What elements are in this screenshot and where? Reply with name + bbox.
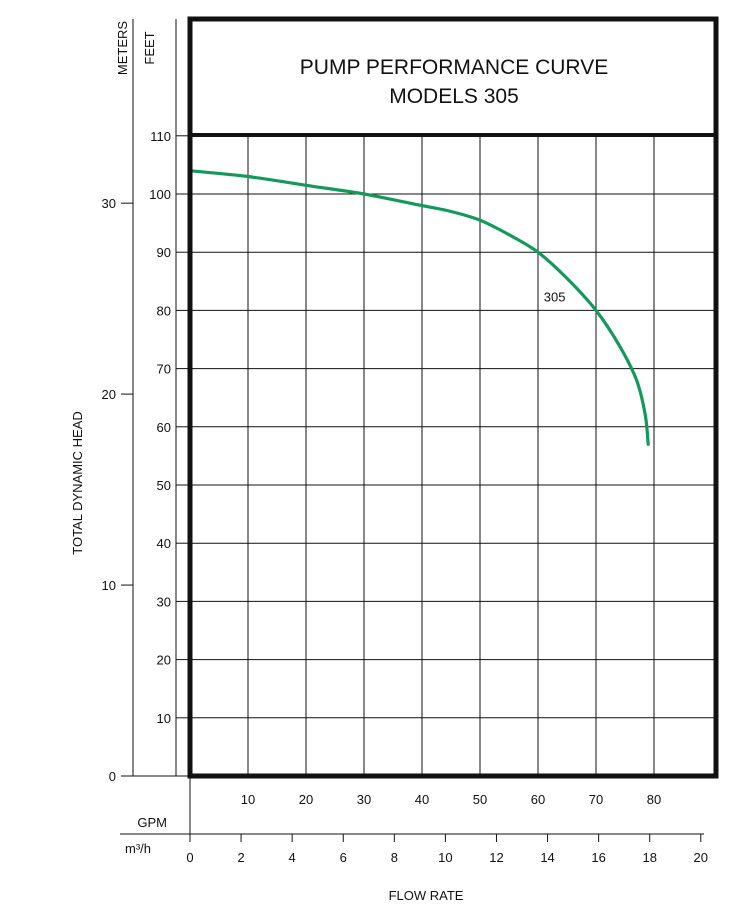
- m3h-tick-label-12: 12: [489, 850, 503, 865]
- series-layer: 305: [188, 169, 650, 446]
- feet-tick-label-90: 90: [157, 245, 171, 260]
- gpm-tick-label-20: 20: [299, 792, 313, 807]
- meters-tick-label-30: 30: [102, 196, 116, 211]
- axes: [120, 19, 704, 842]
- gpm-tick-label-60: 60: [531, 792, 545, 807]
- gpm-tick-label-40: 40: [415, 792, 429, 807]
- m3h-tick-label-10: 10: [438, 850, 452, 865]
- x-unit-gpm: GPM: [137, 815, 167, 830]
- feet-tick-label-10: 10: [157, 711, 171, 726]
- x-unit-m3h: m³/h: [125, 841, 151, 856]
- x-axis-label: FLOW RATE: [389, 888, 464, 903]
- series-label-305: 305: [544, 290, 566, 305]
- feet-tick-label-30: 30: [157, 594, 171, 609]
- m3h-tick-label-2: 2: [237, 850, 244, 865]
- meters-tick-label-10: 10: [102, 578, 116, 593]
- m3h-tick-label-14: 14: [540, 850, 554, 865]
- gpm-tick-label-70: 70: [589, 792, 603, 807]
- feet-tick-label-20: 20: [157, 653, 171, 668]
- m3h-tick-label-8: 8: [391, 850, 398, 865]
- chart-title: PUMP PERFORMANCE CURVE: [300, 56, 608, 79]
- meters-tick-label-0: 0: [109, 769, 116, 784]
- chart-frame: [187, 16, 719, 779]
- m3h-tick-label-20: 20: [694, 850, 708, 865]
- meters-tick-label-20: 20: [102, 387, 116, 402]
- gpm-tick-label-50: 50: [473, 792, 487, 807]
- outer-frame: [187, 16, 719, 779]
- y-axis-label: TOTAL DYNAMIC HEAD: [70, 411, 85, 555]
- feet-tick-label-80: 80: [157, 303, 171, 318]
- feet-tick-label-60: 60: [157, 420, 171, 435]
- y-unit-meters: METERS: [115, 21, 130, 76]
- grid-lines: [190, 135, 716, 776]
- feet-tick-label-70: 70: [157, 362, 171, 377]
- feet-tick-label-110: 110: [150, 129, 171, 144]
- m3h-tick-label-6: 6: [340, 850, 347, 865]
- gpm-tick-label-80: 80: [647, 792, 661, 807]
- y-unit-feet: FEET: [142, 31, 157, 64]
- chart-subtitle: MODELS 305: [389, 85, 519, 108]
- gpm-tick-label-10: 10: [241, 792, 255, 807]
- m3h-tick-label-4: 4: [289, 850, 296, 865]
- feet-tick-label-50: 50: [157, 478, 171, 493]
- gpm-tick-label-30: 30: [357, 792, 371, 807]
- m3h-tick-label-0: 0: [186, 850, 193, 865]
- feet-tick-label-100: 100: [149, 187, 171, 202]
- feet-tick-label-40: 40: [157, 536, 171, 551]
- m3h-tick-label-16: 16: [591, 850, 605, 865]
- series-line-305: [188, 169, 650, 446]
- m3h-tick-label-18: 18: [642, 850, 656, 865]
